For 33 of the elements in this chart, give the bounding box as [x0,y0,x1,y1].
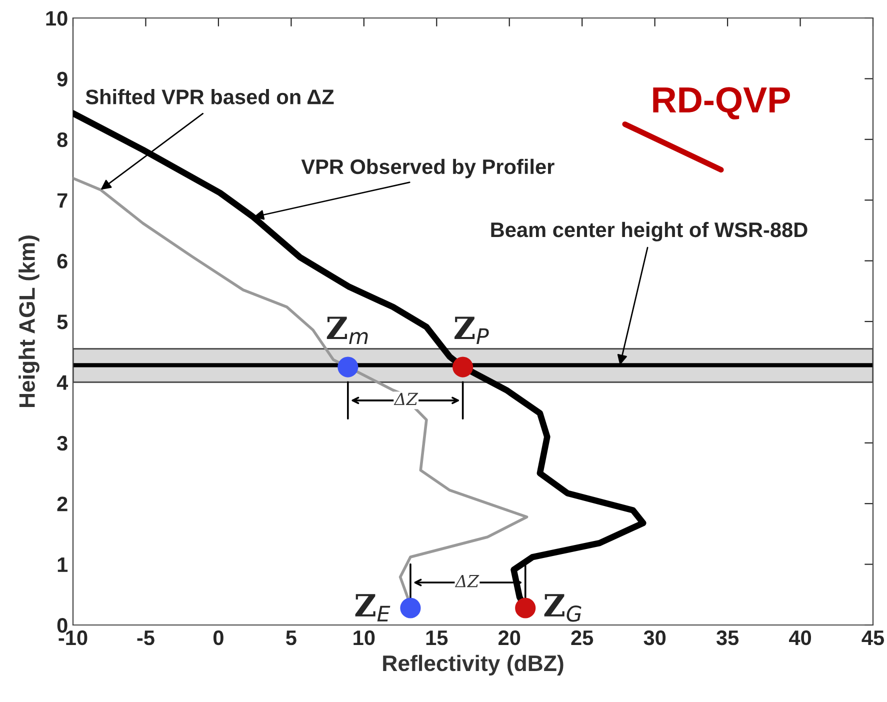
x-axis-title: Reflectivity (dBZ) [383,654,564,676]
annotation: Shifted VPR based on ΔZ [86,89,334,104]
y-tick-label: 10 [46,11,68,26]
x-tick-label: 20 [498,630,520,646]
annotation: RD-QVP [653,87,790,120]
y-tick-label: 8 [57,132,68,148]
x-tick-label: 40 [789,630,812,646]
x-tick-label: 10 [354,630,375,646]
x-tick-label: 15 [426,630,448,646]
x-tick-label: 45 [862,630,884,646]
y-tick-label: 1 [58,558,68,572]
annotation: Z$_{G}$ [544,594,582,622]
annotation: ΔZ [454,574,480,588]
y-tick-label: 9 [57,72,68,86]
annotation: Z$_{m}$ [326,316,368,344]
annotation: Z$_{P}$ [454,316,489,344]
y-tick-label: 3 [57,436,68,451]
y-tick-label: 7 [57,193,68,208]
y-axis-title: Height AGL (km) [18,236,40,408]
x-tick-label: 35 [716,630,739,646]
y-tick-label: 4 [56,375,68,390]
annotation: Z$_{E}$ [355,594,390,622]
x-tick-label: 30 [644,630,666,646]
annotation: VPR Observed by Profiler [301,158,554,178]
x-tick-label: 5 [286,630,296,646]
y-tick-label: 2 [57,496,68,512]
x-tick-label: 0 [213,630,224,646]
annotation: ΔZ [394,392,418,406]
x-tick-label: 25 [571,630,594,646]
y-tick-label: 5 [57,314,68,330]
y-tick-label: 6 [57,254,68,269]
annotation: Beam center height of WSR-88D [491,222,808,242]
x-tick-label: -5 [137,630,154,646]
